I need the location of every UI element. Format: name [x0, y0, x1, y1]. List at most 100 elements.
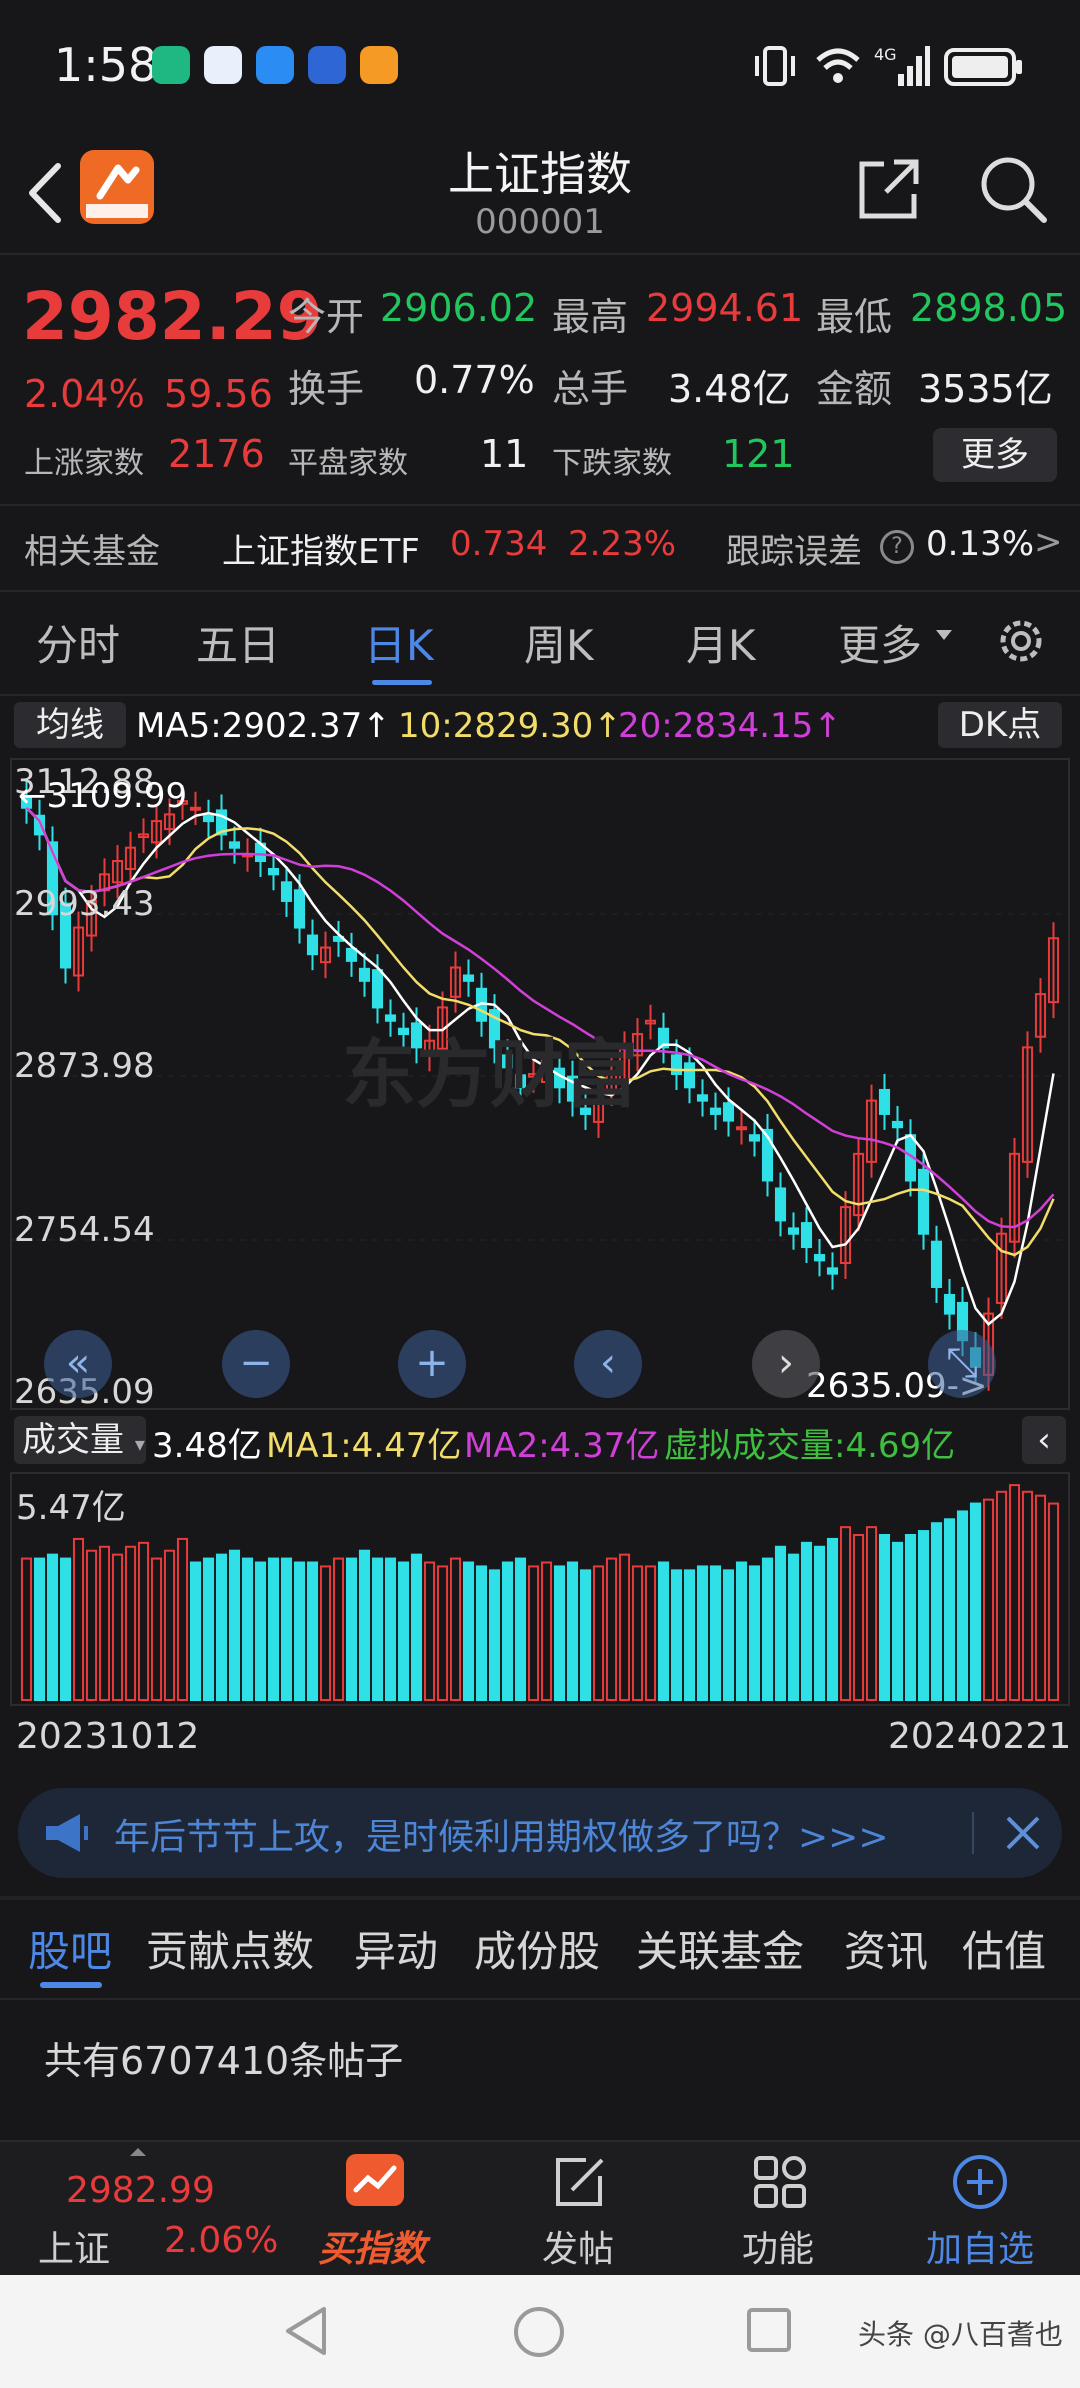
tab-related-funds[interactable]: 关联基金: [636, 1927, 805, 1976]
tab-weekly-k[interactable]: 周K: [524, 621, 594, 670]
search-icon[interactable]: [978, 154, 1048, 224]
candlestick-chart[interactable]: 东方财富 3112.88 2993.43 2873.98 2754.54 263…: [10, 758, 1070, 1412]
tab-monthly-k[interactable]: 月K: [686, 621, 756, 670]
tab-intraday[interactable]: 分时: [36, 621, 121, 670]
collapse-arrow-icon[interactable]: ‹: [1022, 1416, 1066, 1464]
volume-bar: [436, 1565, 449, 1701]
volume-bar: [878, 1534, 891, 1701]
system-recents-icon[interactable]: [744, 2305, 794, 2355]
divider: [0, 1896, 1080, 1900]
high-label: 最高: [552, 295, 629, 339]
buy-index-button[interactable]: 买指数: [310, 2142, 440, 2277]
volume-bar: [865, 1526, 878, 1702]
tab-valuation[interactable]: 估值: [962, 1927, 1047, 1976]
volume-bar: [956, 1510, 969, 1701]
index-name: 上证: [38, 2229, 111, 2270]
trend-chart-icon: [346, 2154, 404, 2206]
tab-unusual[interactable]: 异动: [354, 1927, 439, 1976]
app-notification-icon: [204, 46, 242, 84]
candle-body: [774, 1187, 787, 1222]
back-icon[interactable]: [20, 158, 70, 228]
volume-bar: [852, 1534, 865, 1701]
volume-bar: [306, 1561, 319, 1701]
post-button[interactable]: 发帖: [530, 2142, 630, 2277]
y-tick-label: 2873.98: [14, 1046, 155, 1086]
volume-bar: [267, 1557, 280, 1701]
y-tick-label: 2993.43: [14, 884, 155, 924]
share-icon[interactable]: [856, 156, 922, 222]
promo-banner[interactable]: 年后节节上攻，是时候利用期权做多了吗？>>>: [18, 1788, 1062, 1878]
candle-body: [748, 1134, 761, 1142]
system-back-icon[interactable]: [282, 2303, 332, 2359]
volume-bar: [722, 1569, 735, 1701]
candle-body: [826, 1267, 839, 1275]
volume-chart[interactable]: 5.47亿: [10, 1472, 1070, 1706]
candle-body: [280, 881, 293, 902]
settings-gear-icon[interactable]: [992, 612, 1050, 670]
scroll-right-icon[interactable]: ›: [752, 1330, 820, 1398]
related-fund-label: 相关基金: [24, 532, 160, 572]
chevron-right-icon[interactable]: >: [1034, 522, 1063, 562]
volume-bar: [774, 1545, 787, 1701]
megaphone-icon: [46, 1814, 88, 1852]
index-quick-quote[interactable]: 2982.99 上证 2.06%: [0, 2142, 290, 2277]
tab-five-day[interactable]: 五日: [196, 621, 281, 670]
promo-text: 年后节节上攻，是时候利用期权做多了吗？>>>: [114, 1817, 889, 1858]
tab-more[interactable]: 更多: [838, 621, 923, 670]
system-nav-bar: 头条 @八百耆也: [0, 2275, 1080, 2388]
up-count-label: 上涨家数: [24, 446, 144, 481]
date-start-label: 20231012: [16, 1716, 200, 1757]
candle-body: [462, 974, 475, 982]
volume-bar: [241, 1557, 254, 1701]
grid-icon: [754, 2156, 806, 2208]
volume-indicator-dropdown[interactable]: 成交量 ▾: [14, 1416, 146, 1464]
functions-button[interactable]: 功能: [730, 2142, 830, 2277]
candle-body: [683, 1062, 696, 1089]
tab-daily-k[interactable]: 日K: [364, 621, 434, 670]
candle-body: [189, 806, 202, 811]
volume-bar: [696, 1565, 709, 1701]
tab-constituents[interactable]: 成份股: [474, 1927, 601, 1976]
volume-bar: [748, 1565, 761, 1701]
dk-point-button[interactable]: DK点: [938, 702, 1062, 748]
functions-label: 功能: [742, 2229, 815, 2270]
ma5-value: MA5:2902.37↑: [136, 706, 391, 746]
eastmoney-logo: [80, 150, 154, 224]
candle-body: [111, 860, 124, 884]
volume-bar: [1034, 1494, 1047, 1702]
candle-body: [930, 1240, 943, 1288]
volume-bar: [982, 1498, 995, 1702]
play-icon: [360, 46, 398, 84]
active-tab-indicator: [40, 1982, 102, 1988]
volume-bar: [618, 1553, 631, 1702]
help-icon[interactable]: ?: [880, 530, 914, 564]
add-watchlist-button[interactable]: 加自选: [916, 2142, 1046, 2277]
volume-bar: [462, 1561, 475, 1701]
tab-contribution[interactable]: 贡献点数: [146, 1927, 315, 1976]
more-button[interactable]: 更多: [933, 428, 1057, 482]
indicator-dropdown[interactable]: 均线: [14, 702, 126, 748]
zoom-out-icon[interactable]: −: [222, 1330, 290, 1398]
fullscreen-icon[interactable]: ⤡: [928, 1330, 996, 1398]
volume-bar: [163, 1549, 176, 1702]
scroll-left-icon[interactable]: ‹: [574, 1330, 642, 1398]
fund-name[interactable]: 上证指数ETF: [222, 532, 420, 572]
volume-bar: [33, 1557, 46, 1701]
tab-guba[interactable]: 股吧: [28, 1927, 113, 1976]
volume-bar: [202, 1557, 215, 1701]
system-home-icon[interactable]: [512, 2305, 566, 2359]
candle-body: [488, 1009, 501, 1049]
volume-bar: [423, 1561, 436, 1701]
volume-bar: [501, 1561, 514, 1701]
volume-bar: [813, 1545, 826, 1701]
candle-body: [1021, 1046, 1034, 1163]
scroll-left-fast-icon[interactable]: «: [44, 1330, 112, 1398]
volume-bar: [85, 1549, 98, 1702]
zoom-in-icon[interactable]: +: [398, 1330, 466, 1398]
tab-news[interactable]: 资讯: [844, 1927, 929, 1976]
candle-body: [943, 1293, 956, 1315]
stock-header: 上证指数 000001: [0, 130, 1080, 255]
candle-body: [1034, 993, 1047, 1038]
volume-bar: [657, 1561, 670, 1701]
close-icon[interactable]: [1004, 1814, 1042, 1852]
